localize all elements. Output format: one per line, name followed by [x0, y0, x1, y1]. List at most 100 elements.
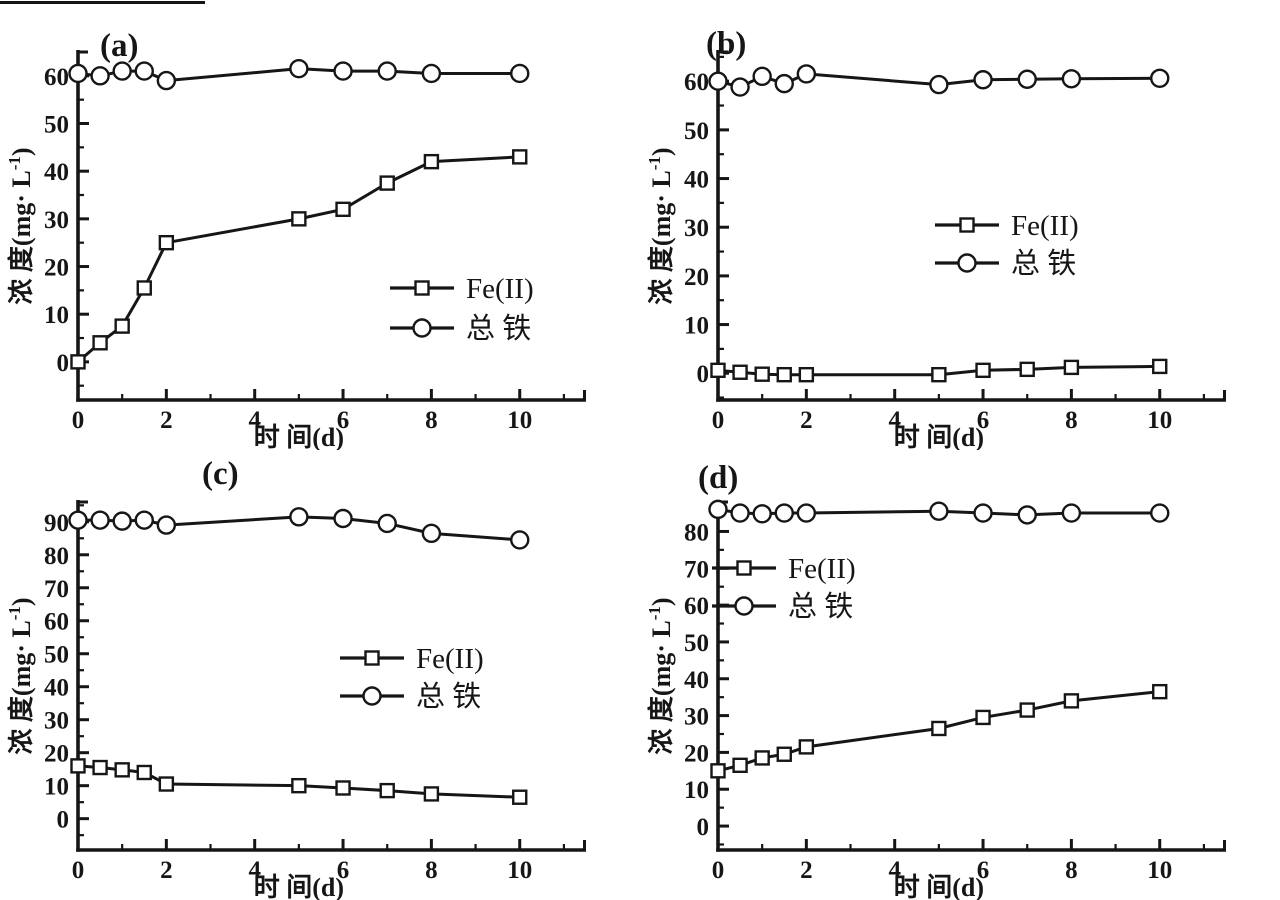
marker-square [736, 560, 752, 576]
marker-square [414, 280, 430, 296]
y-tick-label: 0 [697, 361, 710, 388]
marker-circle [796, 64, 817, 84]
marker-square [335, 780, 351, 796]
x-tick-label: 8 [1065, 857, 1078, 884]
y-tick-label: 0 [57, 350, 70, 377]
y-tick-label: 20 [44, 255, 69, 282]
marker-square [931, 366, 947, 383]
marker-square [959, 217, 975, 233]
y-axis-title: 浓 度(mg· L-1) [645, 147, 676, 304]
y-axis-title: 浓 度(mg· L-1) [645, 597, 676, 754]
marker-circle [333, 508, 353, 529]
y-tick-label: 10 [684, 777, 709, 804]
y-tick-label: 70 [684, 556, 709, 583]
marker-square [798, 739, 815, 755]
marker-circle [774, 73, 794, 94]
y-tick-label: 20 [684, 740, 709, 767]
marker-circle [752, 66, 772, 87]
marker-square [114, 762, 130, 778]
marker-square [379, 782, 395, 799]
x-tick-label: 6 [337, 407, 350, 434]
legend-label: 总 铁 [1011, 247, 1076, 280]
x-tick-label: 4 [248, 857, 261, 884]
marker-square [776, 746, 792, 762]
marker-square [776, 366, 792, 383]
marker-square [1063, 693, 1080, 709]
y-tick-label: 40 [44, 675, 69, 702]
marker-square [423, 786, 440, 802]
marker-square [291, 211, 307, 227]
y-tick-label: 60 [44, 64, 69, 91]
marker-circle [68, 63, 88, 84]
series-line-total-iron [78, 515, 520, 542]
marker-square [975, 709, 991, 726]
marker-square [1019, 702, 1035, 718]
marker-circle [1017, 505, 1037, 525]
y-tick-label: 80 [684, 519, 709, 546]
x-tick-label: 2 [800, 407, 813, 434]
marker-circle [134, 61, 154, 81]
legend-label: Fe(II) [788, 553, 856, 585]
x-tick-label: 4 [888, 407, 901, 434]
marker-square [732, 757, 748, 774]
x-tick-label: 0 [712, 857, 725, 884]
marker-square [931, 720, 947, 737]
marker-square [732, 364, 748, 380]
marker-square [1063, 359, 1080, 376]
x-tick-label: 2 [800, 857, 813, 884]
marker-square [710, 763, 726, 779]
x-tick-label: 6 [977, 407, 990, 434]
marker-square [798, 366, 815, 383]
y-tick-label: 20 [44, 741, 69, 768]
panel-label: (d) [698, 460, 738, 496]
marker-square [70, 354, 86, 370]
y-tick-label: 90 [44, 510, 69, 537]
x-axis-title: 时 间(d) [254, 423, 344, 450]
chart-panel-a: 0 2 4 6 8 10 0 10 20 30 40 50 60 时 间(d) 浓 度(mg· L-1) Fe… [5, 28, 586, 450]
marker-circle [708, 499, 728, 520]
marker-square [754, 750, 770, 766]
marker-circle [1150, 503, 1170, 523]
series-line-fe2 [77, 155, 520, 363]
marker-circle [68, 510, 88, 530]
x-tick-label: 4 [248, 407, 261, 434]
chart-panel-b: 0 2 4 6 8 10 0 10 20 30 40 50 60 时 间(d) 浓 度(mg· L-1) Fe… [645, 26, 1226, 450]
x-tick-label: 10 [507, 857, 532, 884]
y-tick-label: 0 [697, 814, 710, 841]
marker-circle [730, 77, 750, 97]
y-tick-label: 60 [44, 609, 69, 636]
y-tick-label: 50 [44, 112, 69, 139]
marker-circle [362, 686, 382, 706]
x-tick-label: 6 [977, 857, 990, 884]
legend-label: Fe(II) [1011, 210, 1079, 242]
series-line-fe2 [717, 690, 1160, 773]
marker-square [158, 776, 175, 792]
y-tick-label: 40 [44, 159, 69, 186]
y-tick-label: 30 [44, 207, 69, 234]
y-tick-label: 10 [684, 313, 709, 340]
x-axis-title: 时 间(d) [254, 873, 344, 900]
y-tick-label: 40 [684, 167, 709, 194]
panel-label: (b) [706, 26, 746, 62]
x-tick-label: 4 [888, 857, 901, 884]
y-axis-title: 浓 度(mg· L-1) [5, 147, 36, 304]
series-line-total-iron [717, 72, 1160, 89]
y-tick-label: 40 [684, 667, 709, 694]
legend-label: 总 铁 [466, 312, 531, 345]
x-tick-label: 8 [425, 407, 438, 434]
y-tick-label: 30 [44, 708, 69, 735]
panel-label: (c) [202, 456, 239, 492]
marker-square [710, 362, 726, 379]
marker-circle [796, 503, 817, 523]
x-tick-label: 6 [337, 857, 350, 884]
marker-circle [510, 63, 530, 84]
marker-circle [112, 511, 132, 531]
y-tick-label: 60 [684, 593, 709, 620]
marker-square [512, 789, 528, 805]
marker-circle [752, 504, 772, 524]
marker-square [114, 318, 130, 334]
panel-label: (a) [100, 28, 138, 64]
marker-circle [156, 515, 177, 535]
y-tick-label: 50 [684, 630, 709, 657]
marker-square [1152, 683, 1168, 700]
